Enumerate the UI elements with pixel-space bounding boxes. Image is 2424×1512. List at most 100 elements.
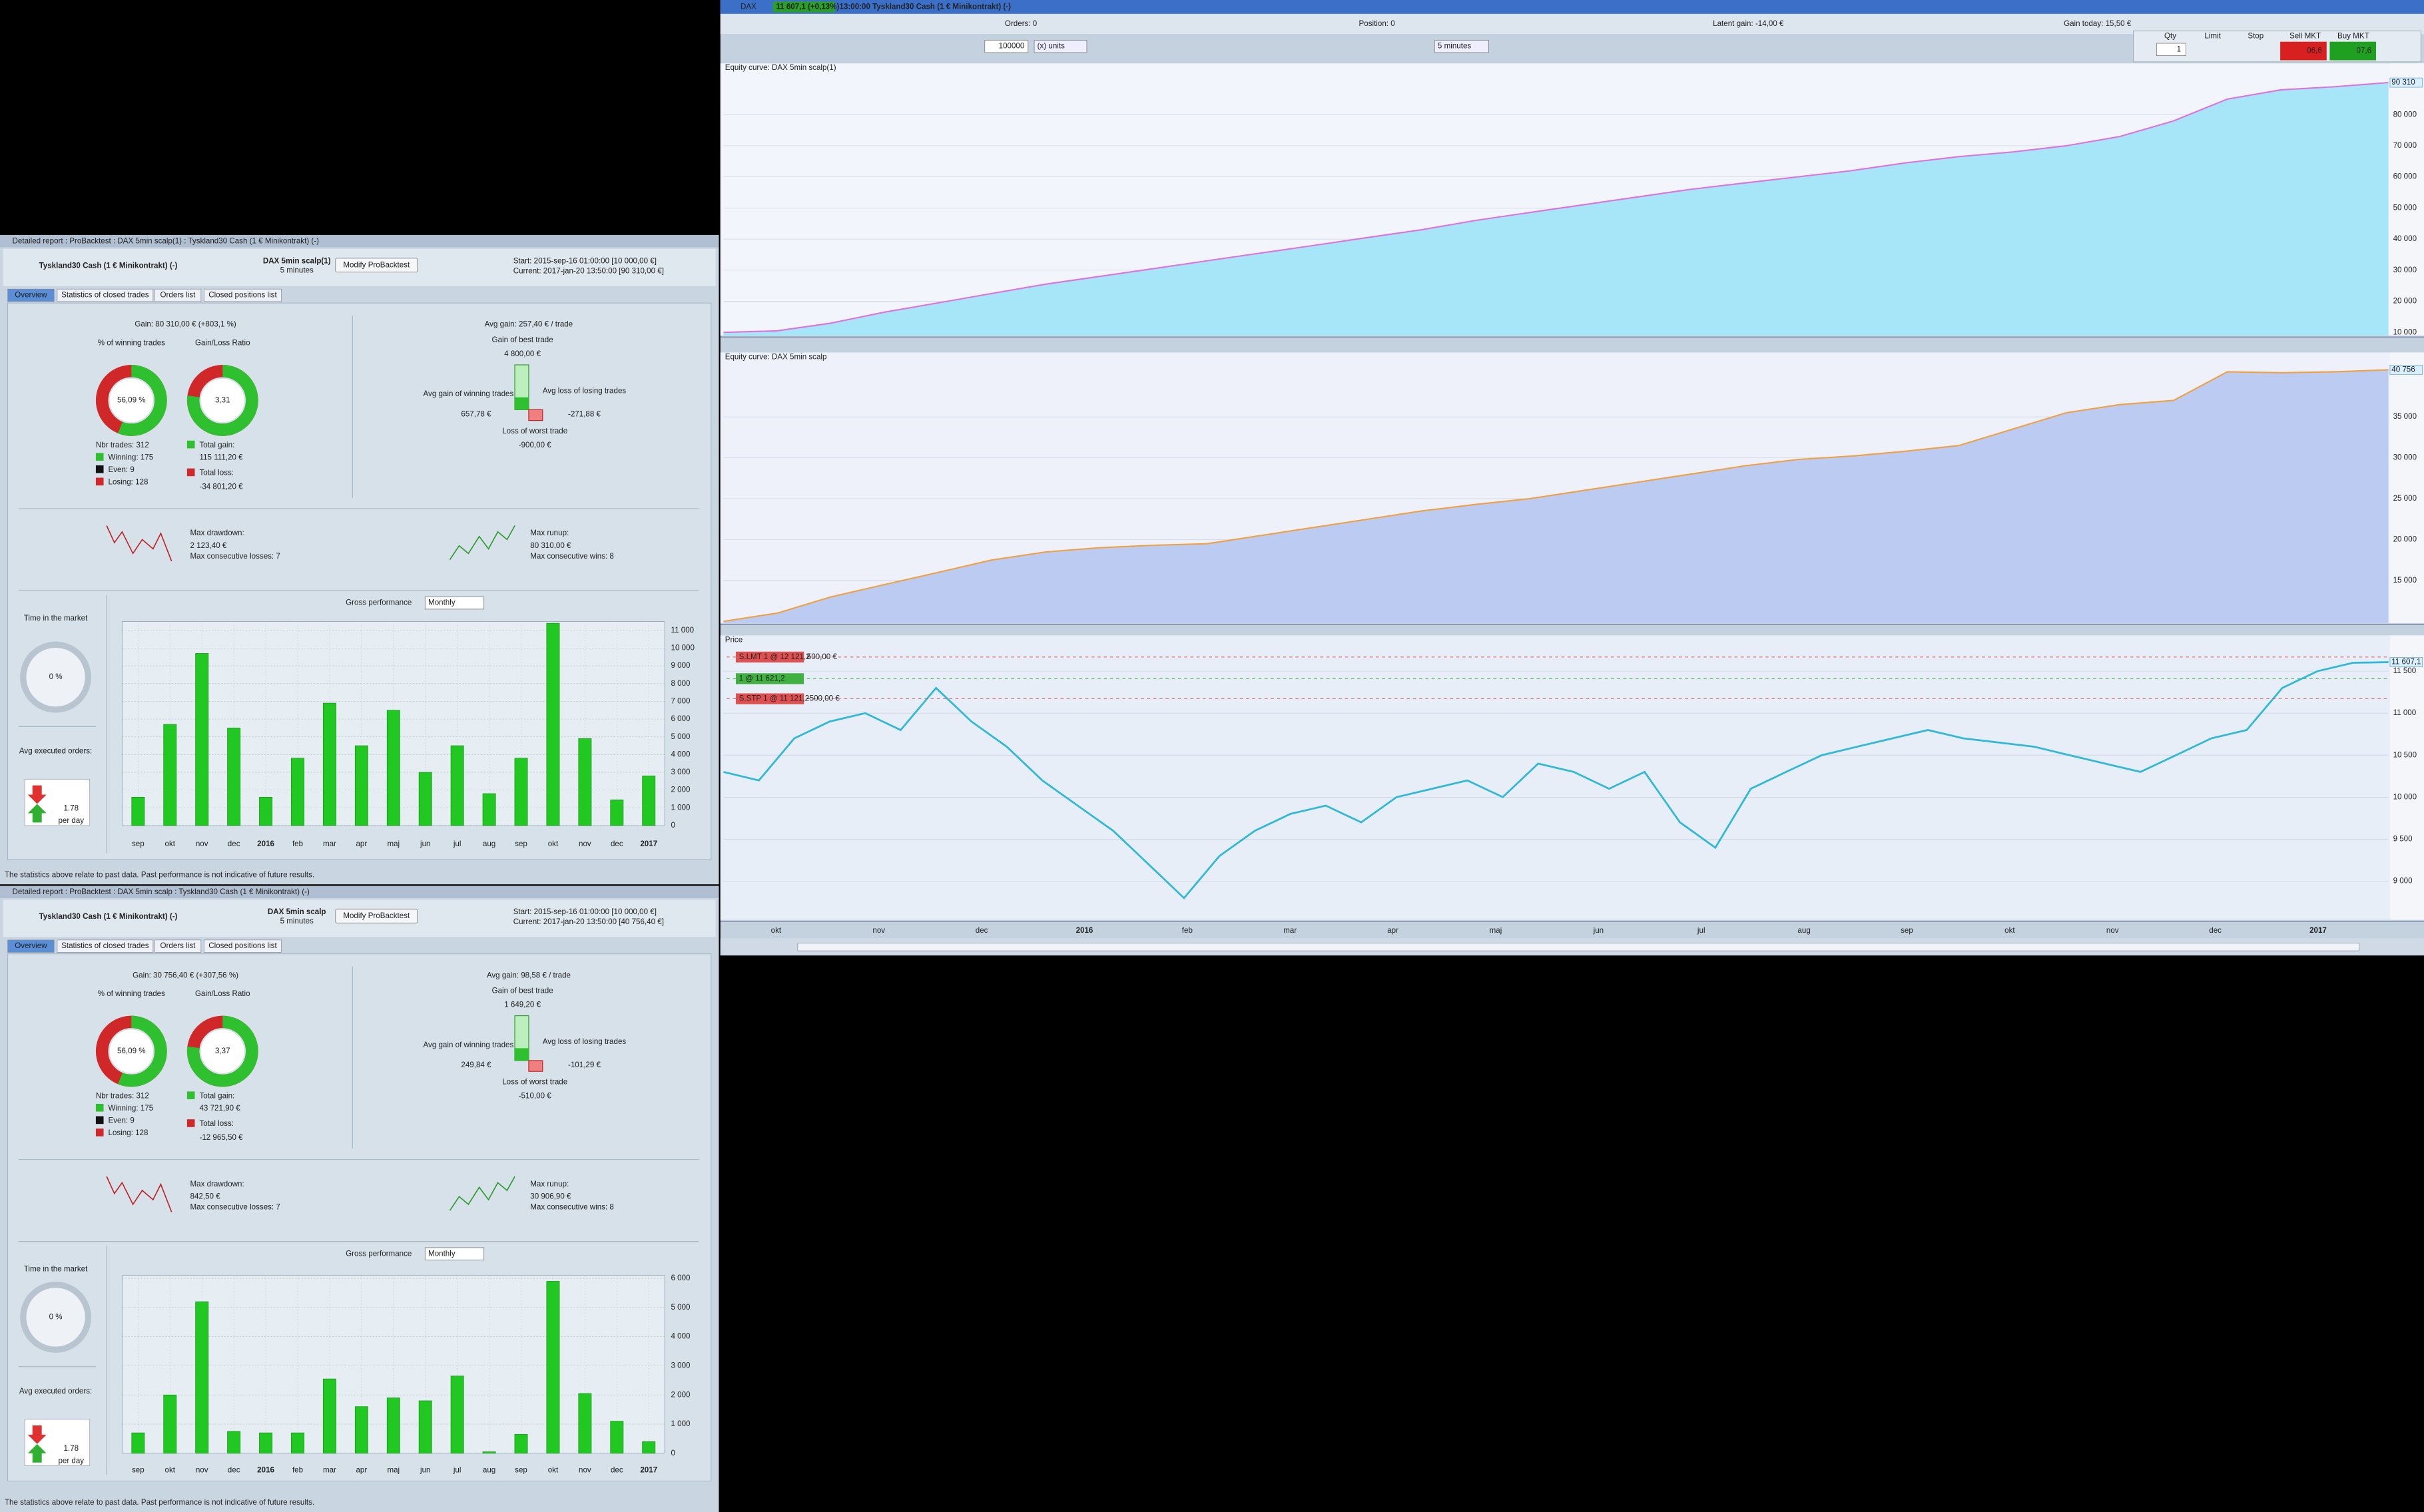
sell-button[interactable] [2280,41,2327,61]
x-tick-label: okt [2004,926,2015,935]
tab-label: Closed positions list [208,941,277,950]
tab[interactable] [7,288,55,302]
x-tick-label: okt [548,1465,559,1474]
y-tick-label: 6 000 [671,714,691,723]
bar [323,1378,336,1454]
order-label: 1 @ 11 621,2 [739,674,785,682]
panel-title: Equity curve: DAX 5min scalp(1) [725,63,836,72]
x-tick-label: jul [453,840,461,848]
donut-value: 56,09 % [117,1047,146,1055]
period: Monthly [428,1249,455,1258]
tab[interactable] [154,288,202,302]
description: 13:00:00 Tyskland30 Cash (1 € Minikontra… [840,3,1012,11]
bar [323,702,336,826]
x-tick-label: nov [196,840,208,848]
avg-loss-label: Avg loss of losing trades [543,387,627,395]
tab[interactable] [204,939,282,953]
drawdown-sparkline [106,525,172,562]
x-tick-label: mar [1283,926,1297,935]
modify-button[interactable] [335,908,418,923]
tab[interactable] [7,939,55,953]
x-tick-label: mar [323,840,336,848]
drawdown-label: Max drawdown: [190,529,244,537]
donut-arc [186,365,258,436]
bar [482,1451,496,1454]
modify-button[interactable] [335,258,418,273]
units-select[interactable] [1034,39,1087,53]
timeframe: 5 minutes [280,917,314,925]
sell-label: Sell MKT [2289,32,2321,41]
bar [578,738,592,826]
legend-square [186,440,195,449]
period-select[interactable] [424,1247,485,1260]
avg-win: 249,84 € [461,1061,491,1069]
winning-label: % of winning trades [98,339,165,348]
y-tick-label: 10 000 [2393,328,2417,336]
total-gain: 115 111,20 € [199,453,243,461]
drawdown: 842,50 € [190,1192,221,1200]
worst: -510,00 € [519,1091,552,1100]
order-tag[interactable] [736,693,804,704]
bar [131,796,145,826]
bar [482,793,496,826]
y-tick-label: 70 000 [2393,141,2417,150]
x-tick-label: maj [387,840,400,848]
bar [450,745,464,826]
arrow-down [27,1425,47,1444]
modify-button-label: Modify ProBacktest [343,260,410,269]
y-tick-label: 11 000 [2393,708,2417,717]
current: Current: 2017-jan-20 13:50:00 [40 756,40… [513,917,664,926]
x-tick-label: aug [483,1465,495,1474]
equity-line [723,81,2389,334]
tab[interactable] [204,288,282,302]
tab[interactable] [57,288,154,302]
arrow-up [27,804,47,823]
worst: -900,00 € [519,441,552,449]
order-tag[interactable] [736,673,804,684]
tab[interactable] [57,939,154,953]
per-day: per day [58,816,84,825]
y-tick-label: 50 000 [2393,203,2417,212]
per-day: per day [58,1456,84,1465]
disclaimer: The statistics above relate to past data… [5,870,314,879]
x-tick-label: apr [356,1465,367,1474]
y-tick-label: 15 000 [2393,576,2417,585]
y-tick-label: 0 [671,1449,675,1457]
sell-price: 06,6 [2307,47,2322,55]
x-tick-label: 2016 [257,1465,274,1474]
buy-button[interactable] [2329,41,2377,61]
order-tag[interactable] [736,651,804,663]
x-tick-label: nov [579,840,591,848]
tab[interactable] [154,939,202,953]
y-tick-label: 6 000 [671,1274,691,1282]
gross-title: Gross performance [346,1249,412,1258]
x-tick-label: feb [292,1465,303,1474]
consec-losses: Max consecutive losses: 7 [190,552,280,561]
y-tick-label: 8 000 [671,679,691,688]
start: Start: 2015-sep-16 01:00:00 [10 000,00 €… [513,907,657,916]
period-select[interactable] [424,596,485,610]
runup-sparkline [449,1176,515,1211]
time: 0 % [49,672,63,681]
bar [163,1394,177,1454]
bar [546,1281,560,1454]
symbol: DAX [741,3,757,11]
x-tick-label: aug [483,840,495,848]
equity-line [723,369,2389,623]
scrollbar[interactable] [797,943,2359,951]
quantity-box[interactable] [984,39,1029,53]
runup-label: Max runup: [530,1180,569,1188]
qty-box[interactable] [2156,43,2186,57]
x-tick-label: sep [132,1465,145,1474]
bar [418,772,432,826]
donut-value: 56,09 % [117,395,146,404]
quote-box [772,1,835,13]
bar [163,724,177,826]
x-tick-label: 2016 [1076,926,1093,935]
avg-loss: -271,88 € [568,409,601,418]
timeframe-select[interactable] [1434,39,1490,53]
legend-square [186,468,195,477]
y-tick-label: 20 000 [2393,297,2417,306]
bar [259,796,273,826]
order-pnl: 500,00 € [807,652,838,661]
